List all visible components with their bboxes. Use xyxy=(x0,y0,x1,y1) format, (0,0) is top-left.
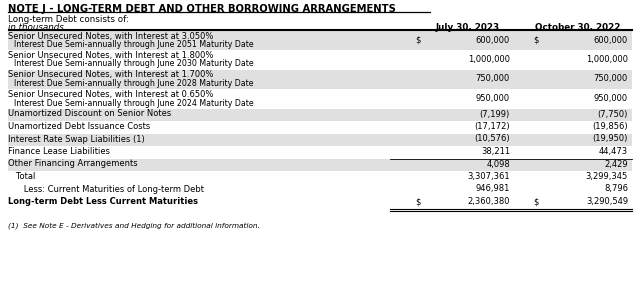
Bar xyxy=(8,31,632,50)
Text: 2,360,380: 2,360,380 xyxy=(467,197,510,206)
Text: Interest Due Semi-annually through June 2051 Maturity Date: Interest Due Semi-annually through June … xyxy=(14,40,253,49)
Text: (1)  See Note E - Derivatives and Hedging for additional information.: (1) See Note E - Derivatives and Hedging… xyxy=(8,222,260,229)
Text: 600,000: 600,000 xyxy=(476,35,510,44)
Text: July 30, 2023: July 30, 2023 xyxy=(436,23,500,32)
Text: 1,000,000: 1,000,000 xyxy=(468,55,510,64)
Text: 4,098: 4,098 xyxy=(486,160,510,169)
Bar xyxy=(8,109,632,121)
Text: $: $ xyxy=(533,197,538,206)
Text: 2,429: 2,429 xyxy=(604,160,628,169)
Text: 3,290,549: 3,290,549 xyxy=(586,197,628,206)
Text: $: $ xyxy=(415,35,420,44)
Text: Senior Unsecured Notes, with Interest at 0.650%: Senior Unsecured Notes, with Interest at… xyxy=(8,90,213,99)
Text: Senior Unsecured Notes, with Interest at 3.050%: Senior Unsecured Notes, with Interest at… xyxy=(8,32,213,40)
Text: (7,199): (7,199) xyxy=(480,110,510,118)
Text: Long-term Debt Less Current Maturities: Long-term Debt Less Current Maturities xyxy=(8,197,198,206)
Text: $: $ xyxy=(533,35,538,44)
Text: 950,000: 950,000 xyxy=(476,94,510,103)
Text: 600,000: 600,000 xyxy=(594,35,628,44)
Text: 1,000,000: 1,000,000 xyxy=(586,55,628,64)
Text: (10,576): (10,576) xyxy=(474,134,510,143)
Text: Interest Rate Swap Liabilities (1): Interest Rate Swap Liabilities (1) xyxy=(8,134,145,143)
Bar xyxy=(8,70,632,89)
Text: Interest Due Semi-annually through June 2024 Maturity Date: Interest Due Semi-annually through June … xyxy=(14,98,253,107)
Text: Senior Unsecured Notes, with Interest at 1.800%: Senior Unsecured Notes, with Interest at… xyxy=(8,51,213,60)
Text: 38,211: 38,211 xyxy=(481,147,510,156)
Bar xyxy=(8,158,632,171)
Text: (7,750): (7,750) xyxy=(598,110,628,118)
Text: Unamortized Debt Issuance Costs: Unamortized Debt Issuance Costs xyxy=(8,122,150,131)
Text: Interest Due Semi-annually through June 2030 Maturity Date: Interest Due Semi-annually through June … xyxy=(14,59,253,68)
Text: Long-term Debt consists of:: Long-term Debt consists of: xyxy=(8,15,129,24)
Bar xyxy=(8,134,632,146)
Text: 750,000: 750,000 xyxy=(594,74,628,83)
Text: in thousands: in thousands xyxy=(8,23,64,32)
Text: Unamortized Discount on Senior Notes: Unamortized Discount on Senior Notes xyxy=(8,110,172,118)
Text: 950,000: 950,000 xyxy=(594,94,628,103)
Text: October 30, 2022: October 30, 2022 xyxy=(535,23,621,32)
Text: 8,796: 8,796 xyxy=(604,184,628,194)
Text: (19,856): (19,856) xyxy=(593,122,628,131)
Text: 44,473: 44,473 xyxy=(599,147,628,156)
Text: Other Financing Arrangements: Other Financing Arrangements xyxy=(8,160,138,169)
Text: $: $ xyxy=(415,197,420,206)
Text: 946,981: 946,981 xyxy=(476,184,510,194)
Text: Senior Unsecured Notes, with Interest at 1.700%: Senior Unsecured Notes, with Interest at… xyxy=(8,70,213,80)
Text: 3,307,361: 3,307,361 xyxy=(467,172,510,181)
Text: Interest Due Semi-annually through June 2028 Maturity Date: Interest Due Semi-annually through June … xyxy=(14,79,253,88)
Text: Finance Lease Liabilities: Finance Lease Liabilities xyxy=(8,147,110,156)
Text: 750,000: 750,000 xyxy=(476,74,510,83)
Text: 3,299,345: 3,299,345 xyxy=(586,172,628,181)
Text: (19,950): (19,950) xyxy=(593,134,628,143)
Text: Less: Current Maturities of Long-term Debt: Less: Current Maturities of Long-term De… xyxy=(8,184,204,194)
Text: NOTE J - LONG-TERM DEBT AND OTHER BORROWING ARRANGEMENTS: NOTE J - LONG-TERM DEBT AND OTHER BORROW… xyxy=(8,4,396,14)
Text: (17,172): (17,172) xyxy=(474,122,510,131)
Text: Total: Total xyxy=(8,172,35,181)
